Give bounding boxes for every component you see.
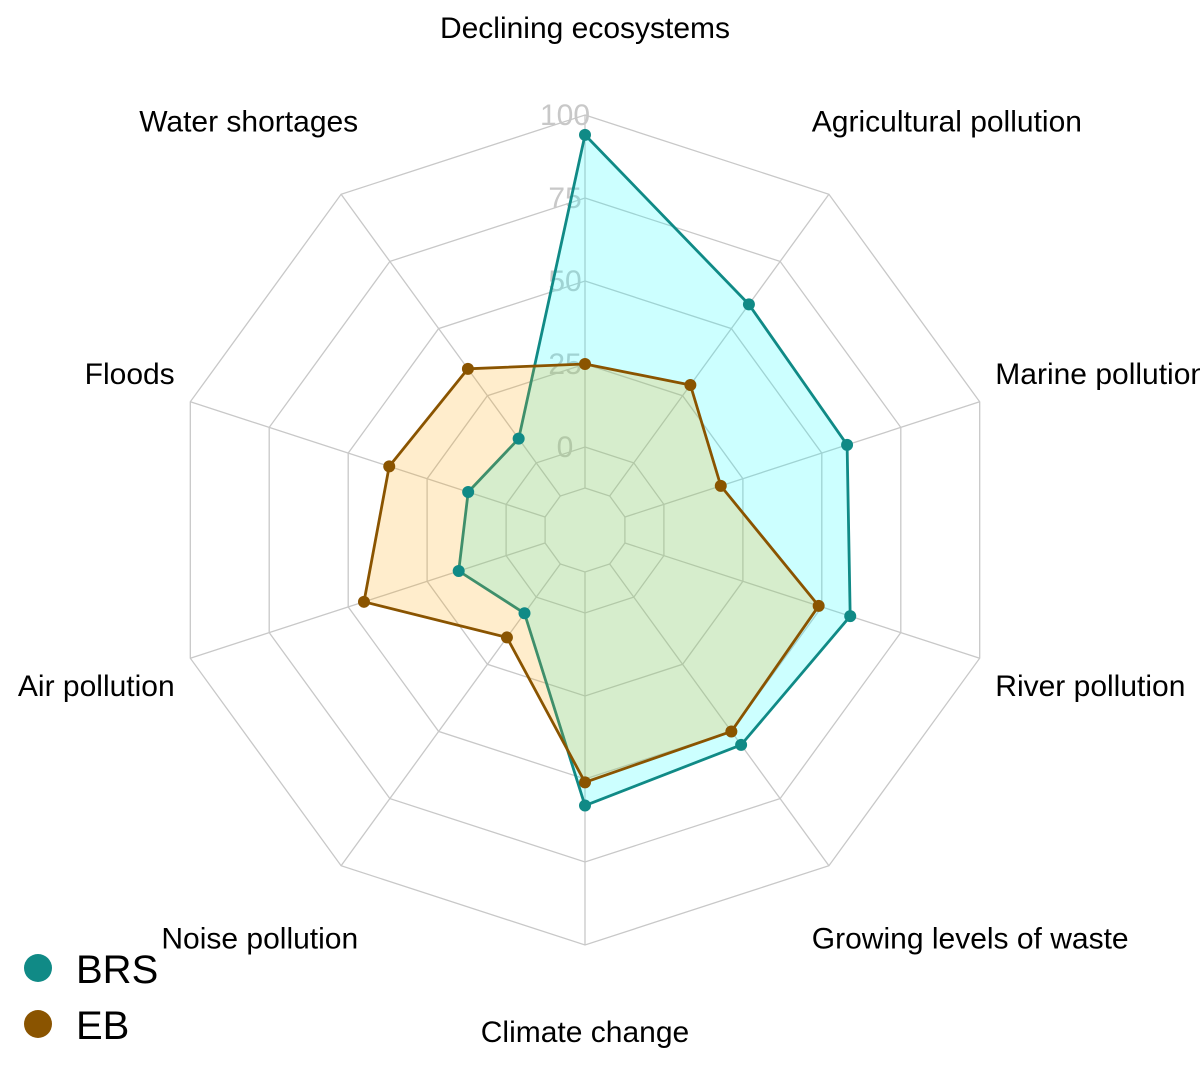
category-label-noise-pollution: Noise pollution (161, 923, 358, 956)
legend-key-eb (24, 1010, 52, 1038)
series-brs-point-floods (462, 486, 475, 499)
series-brs-point-noise-pollution (518, 607, 531, 620)
series-eb-point-growing-levels-of-waste (725, 725, 738, 738)
legend: BRS EB (24, 948, 158, 1048)
series-brs-point-growing-levels-of-waste (735, 738, 748, 751)
category-label-climate-change: Climate change (481, 1016, 689, 1049)
series-eb-point-agricultural-pollution (684, 378, 697, 391)
category-label-air-pollution: Air pollution (18, 670, 175, 703)
grid-spoke-agricultural-pollution (609, 193, 830, 497)
grid-spoke-growing-levels-of-waste (609, 563, 830, 867)
series-eb-point-river-pollution (812, 599, 825, 612)
series-eb-point-declining-ecosystems (579, 358, 591, 370)
series-brs-point-air-pollution (452, 565, 465, 578)
series-brs-point-declining-ecosystems (579, 128, 591, 141)
tick-label-0: 0 (557, 431, 574, 464)
series-brs-point-climate-change (579, 799, 591, 812)
legend-label-eb: EB (76, 1004, 129, 1048)
series-layer (357, 128, 857, 812)
series-eb-point-marine-pollution (714, 479, 727, 492)
grid-spoke-water-shortages (340, 193, 561, 497)
category-label-river-pollution: River pollution (995, 670, 1185, 703)
tick-label-100: 100 (540, 99, 590, 132)
series-brs-point-agricultural-pollution (742, 298, 755, 311)
series-brs-point-river-pollution (844, 610, 857, 623)
grid-spoke-marine-pollution (624, 401, 980, 518)
series-eb-point-air-pollution (357, 595, 370, 608)
legend-key-brs (24, 954, 52, 982)
grid-spoke-river-pollution (624, 542, 980, 659)
category-label-floods: Floods (85, 358, 175, 391)
category-label-water-shortages: Water shortages (139, 105, 358, 138)
legend-label-brs: BRS (76, 948, 158, 992)
category-label-agricultural-pollution: Agricultural pollution (812, 105, 1082, 138)
tick-label-75: 75 (548, 182, 581, 215)
category-label-growing-levels-of-waste: Growing levels of waste (812, 923, 1129, 956)
series-eb-point-noise-pollution (500, 631, 513, 644)
series-eb-point-climate-change (579, 776, 591, 789)
series-brs-point-water-shortages (512, 432, 525, 445)
category-label-declining-ecosystems: Declining ecosystems (440, 12, 730, 45)
series-eb-point-floods (383, 460, 396, 473)
series-brs-point-marine-pollution (841, 438, 854, 451)
category-labels: Declining ecosystems Agricultural polluti… (18, 12, 1200, 1049)
grid-spoke-floods (190, 401, 546, 518)
category-label-marine-pollution: Marine pollution (995, 358, 1200, 391)
series-eb-point-water-shortages (461, 362, 474, 375)
